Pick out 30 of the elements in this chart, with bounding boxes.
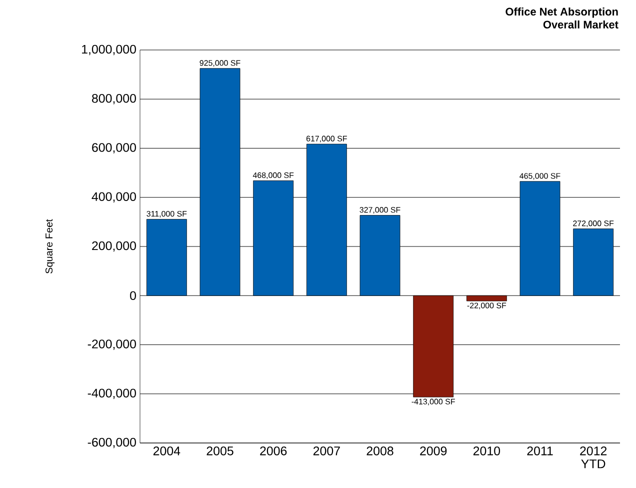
chart-subtitle: Overall Market [543,20,618,29]
bar [146,219,187,296]
x-tick-label: 2010 [473,446,500,456]
bar [413,295,454,398]
y-tick-label: 800,000 [92,94,136,104]
x-tick-label: 2011 [527,446,553,456]
x-tick-label: 2007 [313,446,340,456]
bar [253,180,294,296]
bar [306,144,347,296]
x-tick-label: 2006 [260,446,287,456]
y-tick-label: 1,000,000 [82,44,136,56]
x-tick-label: 2004 [153,446,180,456]
x-tick-label: 2005 [206,446,234,456]
bar [200,68,240,296]
y-tick-label: 600,000 [92,143,136,154]
bar [360,215,400,296]
bar [466,295,507,302]
y-tick-label: 200,000 [92,241,136,252]
chart-title: Office Net Absorption [506,8,618,18]
y-tick-label: -200,000 [88,340,136,350]
x-tick-label: 2009 [420,446,447,456]
y-tick-label: 0 [130,291,136,300]
x-tick-label: 2012 YTD [580,446,607,468]
y-tick-label: 400,000 [92,192,136,203]
bar [520,181,560,296]
y-tick-label: -400,000 [88,388,136,400]
y-axis-title: Square Feet [46,219,55,274]
x-tick-label: 2008 [366,446,394,456]
y-tick-label: -600,000 [88,438,136,448]
bar [573,228,614,296]
